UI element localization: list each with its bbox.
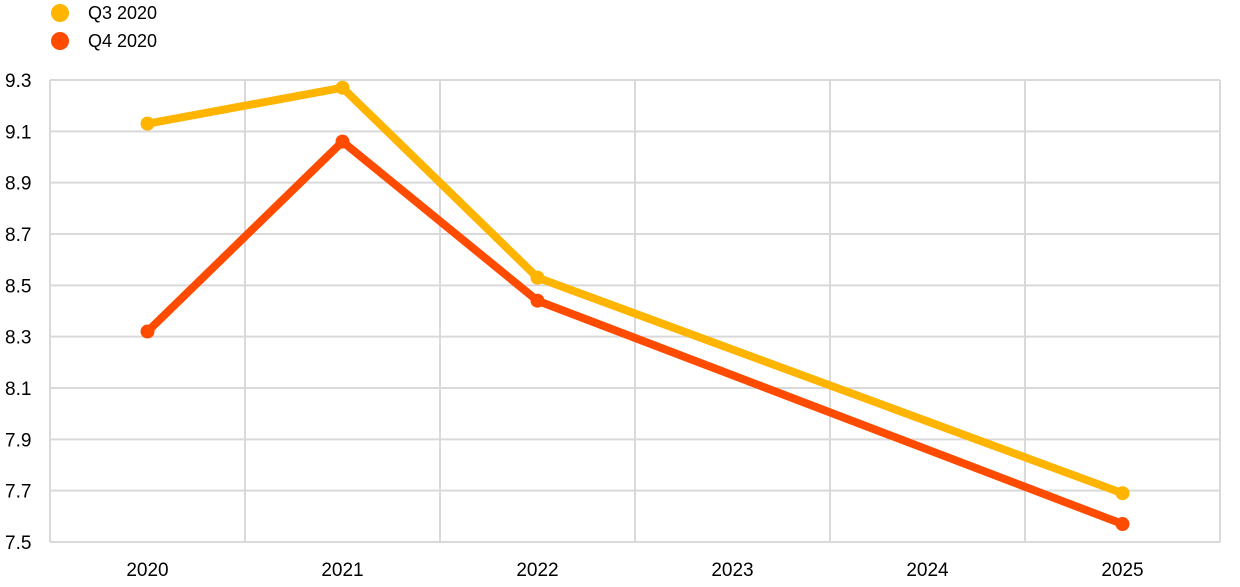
series-layer xyxy=(140,80,1130,532)
y-tick-label: 7.5 xyxy=(5,533,31,554)
x-tick-label: 2025 xyxy=(1101,560,1143,581)
y-tick-label: 8.5 xyxy=(5,276,31,297)
data-point xyxy=(1115,517,1130,532)
y-tick-label: 8.7 xyxy=(5,225,31,246)
data-point xyxy=(1115,486,1130,501)
y-tick-label: 8.9 xyxy=(5,174,31,195)
data-point xyxy=(140,116,155,131)
data-point xyxy=(530,293,545,308)
x-tick-label: 2020 xyxy=(126,560,168,581)
y-tick-label: 8.1 xyxy=(5,379,31,400)
y-tick-label: 8.3 xyxy=(5,328,31,349)
y-tick-label: 9.3 xyxy=(5,71,31,92)
series-line-1 xyxy=(143,137,1127,529)
y-tick-label: 7.7 xyxy=(5,482,31,503)
x-tick-label: 2023 xyxy=(711,560,753,581)
legend-marker xyxy=(51,32,69,50)
y-tick-label: 7.9 xyxy=(5,430,31,451)
legend-label: Q3 2020 xyxy=(88,3,157,23)
data-point xyxy=(335,80,350,95)
legend: Q3 2020 Q4 2020 xyxy=(51,3,157,51)
legend-marker xyxy=(51,4,69,22)
x-axis-ticks: 2020 2021 2022 2023 2024 2025 xyxy=(126,560,1143,581)
series-line-0 xyxy=(143,83,1127,498)
y-axis-ticks: 7.5 7.7 7.9 8.1 8.3 8.5 8.7 8.9 9.1 9.3 xyxy=(5,71,31,554)
legend-label: Q4 2020 xyxy=(88,31,157,51)
y-tick-label: 9.1 xyxy=(5,122,31,143)
x-tick-label: 2024 xyxy=(906,560,949,581)
data-point xyxy=(530,270,545,285)
x-tick-label: 2022 xyxy=(516,560,558,581)
data-point xyxy=(335,134,350,149)
x-tick-label: 2021 xyxy=(321,560,363,581)
data-point xyxy=(140,324,155,339)
